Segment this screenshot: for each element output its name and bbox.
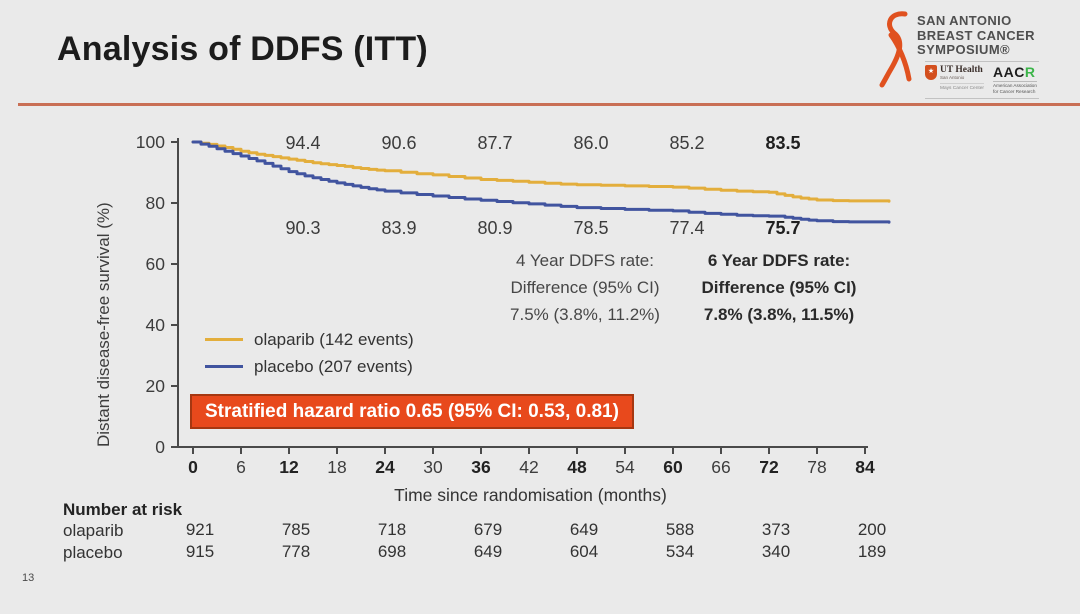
ut-health-sub: San Antonio [940,75,965,80]
risk-value-olaparib: 649 [570,520,598,539]
legend-item-olaparib: olaparib (142 events) [205,326,414,353]
x-tick-label: 12 [279,457,299,477]
risk-value-placebo: 534 [666,542,694,561]
aacr-sub1: American Association [993,83,1037,88]
x-tick-label: 24 [375,457,395,477]
risk-value-placebo: 340 [762,542,790,561]
rate-label-olaparib: 86.0 [573,133,608,153]
risk-row-label-olaparib: olaparib [63,521,124,540]
org-line2: BREAST CANCER [917,27,1035,43]
title-divider [18,103,1080,106]
x-tick-label: 54 [615,457,635,477]
y-tick-label: 40 [146,315,166,335]
rate-label-placebo: 80.9 [477,218,512,238]
org-line3: SYMPOSIUM® [917,42,1011,57]
ann-4yr-line2: Difference (95% CI) [510,278,660,297]
x-tick-label: 18 [327,457,346,477]
ann-6yr-line2: Difference (95% CI) [701,278,857,297]
y-tick-label: 80 [146,193,166,213]
partner-logos: ★ UT Health San Antonio Mays Cancer Cent… [925,61,1039,100]
risk-row-label-placebo: placebo [63,543,123,562]
x-axis-title: Time since randomisation (months) [394,485,667,505]
risk-value-olaparib: 588 [666,520,694,539]
risk-value-olaparib: 921 [186,520,214,539]
x-tick-label: 72 [759,457,779,477]
page-title: Analysis of DDFS (ITT) [57,30,428,68]
ann-4yr-line1: 4 Year DDFS rate: [516,251,654,270]
km-curve-olaparib [191,140,891,203]
y-tick-label: 60 [146,254,166,274]
number-at-risk-header: Number at risk [63,500,183,519]
ut-health-name: UT Health [940,65,983,75]
legend-label-olaparib: olaparib (142 events) [254,329,414,349]
annotation-6yr-ddfs: 6 Year DDFS rate: Difference (95% CI) 7.… [664,247,894,328]
rate-label-olaparib: 90.6 [381,133,416,153]
ann-6yr-line3: 7.8% (3.8%, 11.5%) [703,305,855,324]
ut-health-shield-icon: ★ [925,65,937,80]
risk-value-placebo: 778 [282,542,310,561]
risk-value-placebo: 604 [570,542,598,561]
ut-health-center: Mays Cancer Center [940,82,984,92]
rate-label-placebo: 75.7 [765,218,800,238]
rate-label-olaparib: 87.7 [477,133,512,153]
y-tick-label: 100 [136,132,165,152]
aacr-sub2: for Cancer Research [993,88,1036,94]
risk-value-placebo: 189 [858,542,886,561]
risk-value-olaparib: 785 [282,520,310,539]
ann-6yr-line1: 6 Year DDFS rate: [707,251,851,270]
ann-4yr-line3: 7.5% (3.8%, 11.2%) [510,305,660,324]
x-tick-label: 36 [471,457,491,477]
rate-label-placebo: 90.3 [285,218,320,238]
rate-label-placebo: 77.4 [669,218,704,238]
risk-value-olaparib: 373 [762,520,790,539]
risk-value-placebo: 915 [186,542,214,561]
x-tick-label: 66 [711,457,730,477]
aacr-green-r: R [1024,64,1036,80]
rate-label-placebo: 83.9 [381,218,416,238]
rate-label-olaparib: 85.2 [669,133,704,153]
placebo-line-swatch [205,365,243,368]
risk-value-placebo: 649 [474,542,502,561]
hazard-ratio-banner: Stratified hazard ratio 0.65 (95% CI: 0.… [190,394,634,429]
awareness-ribbon-icon [879,11,912,88]
risk-value-olaparib: 718 [378,520,406,539]
annotation-4yr-ddfs: 4 Year DDFS rate: Difference (95% CI) 7.… [474,247,696,328]
aacr-logo: AACR American Association for Cancer Res… [993,65,1037,94]
y-tick-label: 20 [146,376,166,396]
risk-value-placebo: 698 [378,542,406,561]
km-curve-placebo [191,140,891,224]
x-tick-label: 84 [855,457,875,477]
x-tick-label: 48 [567,457,587,477]
rate-label-olaparib: 94.4 [285,133,320,153]
org-name: SAN ANTONIO BREAST CANCER SYMPOSIUM® [917,6,1046,58]
x-tick-label: 42 [519,457,538,477]
legend-item-placebo: placebo (207 events) [205,353,414,380]
sabcs-logo: SAN ANTONIO BREAST CANCER SYMPOSIUM® ★ U… [876,6,1046,100]
legend-label-placebo: placebo (207 events) [254,356,413,376]
aacr-sub: American Association for Cancer Research [993,81,1037,94]
x-tick-label: 6 [236,457,246,477]
risk-value-olaparib: 200 [858,520,886,539]
x-tick-label: 78 [807,457,826,477]
aacr-name: AACR [993,65,1037,79]
rate-label-olaparib: 83.5 [765,133,800,153]
aacr-black: AAC [993,64,1025,80]
olaparib-line-swatch [205,338,243,341]
x-tick-label: 30 [423,457,443,477]
risk-value-olaparib: 679 [474,520,502,539]
x-tick-label: 60 [663,457,683,477]
y-tick-label: 0 [155,437,165,457]
y-axis-title: Distant disease-free survival (%) [94,202,113,447]
org-line1: SAN ANTONIO [917,13,1012,28]
slide-page-number: 13 [22,572,35,584]
x-tick-label: 0 [188,457,198,477]
ut-health-logo: ★ UT Health San Antonio Mays Cancer Cent… [925,65,984,92]
rate-label-placebo: 78.5 [573,218,608,238]
legend: olaparib (142 events) placebo (207 event… [205,326,414,380]
